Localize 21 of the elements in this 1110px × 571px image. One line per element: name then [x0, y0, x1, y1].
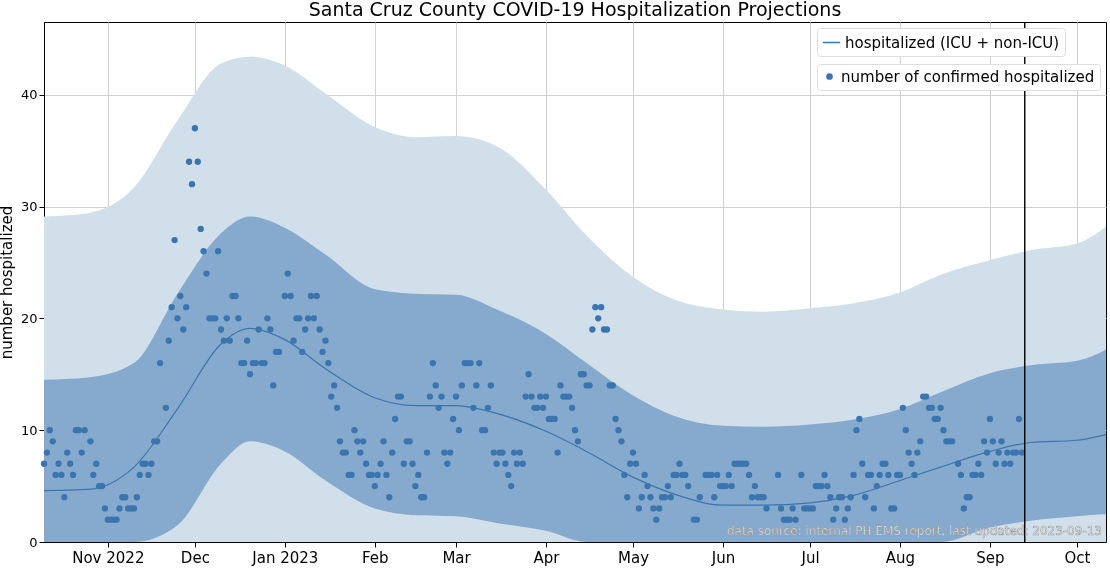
- x-tick-label: Sep: [976, 548, 1005, 567]
- x-tick-label: Jan 2023: [251, 548, 319, 567]
- x-tick-label: Jun: [710, 548, 736, 567]
- legend-label: hospitalized (ICU + non-ICU): [845, 33, 1060, 52]
- x-tick-label: Jul: [800, 548, 820, 567]
- y-axis-title: number hospitalized: [0, 205, 16, 360]
- x-tick-label: May: [618, 548, 650, 567]
- y-tick-label: 30: [20, 199, 38, 215]
- x-tick-label: Aug: [885, 548, 916, 567]
- y-tick-label: 0: [29, 534, 38, 550]
- x-tick-label: Apr: [533, 548, 561, 567]
- x-tick-label: Mar: [442, 548, 472, 567]
- x-tick-label: Feb: [362, 548, 389, 567]
- y-tick-label: 40: [20, 87, 38, 103]
- y-tick-label: 10: [20, 422, 38, 438]
- x-tick-label: Nov 2022: [72, 548, 145, 567]
- x-tick-label: Oct: [1064, 548, 1091, 567]
- chart-title: Santa Cruz County COVID-19 Hospitalization Projections: [308, 0, 842, 21]
- x-tick-label: Dec: [180, 548, 210, 567]
- legend-label: number of confirmed hospitalized: [841, 67, 1095, 86]
- y-tick-label: 20: [20, 310, 38, 326]
